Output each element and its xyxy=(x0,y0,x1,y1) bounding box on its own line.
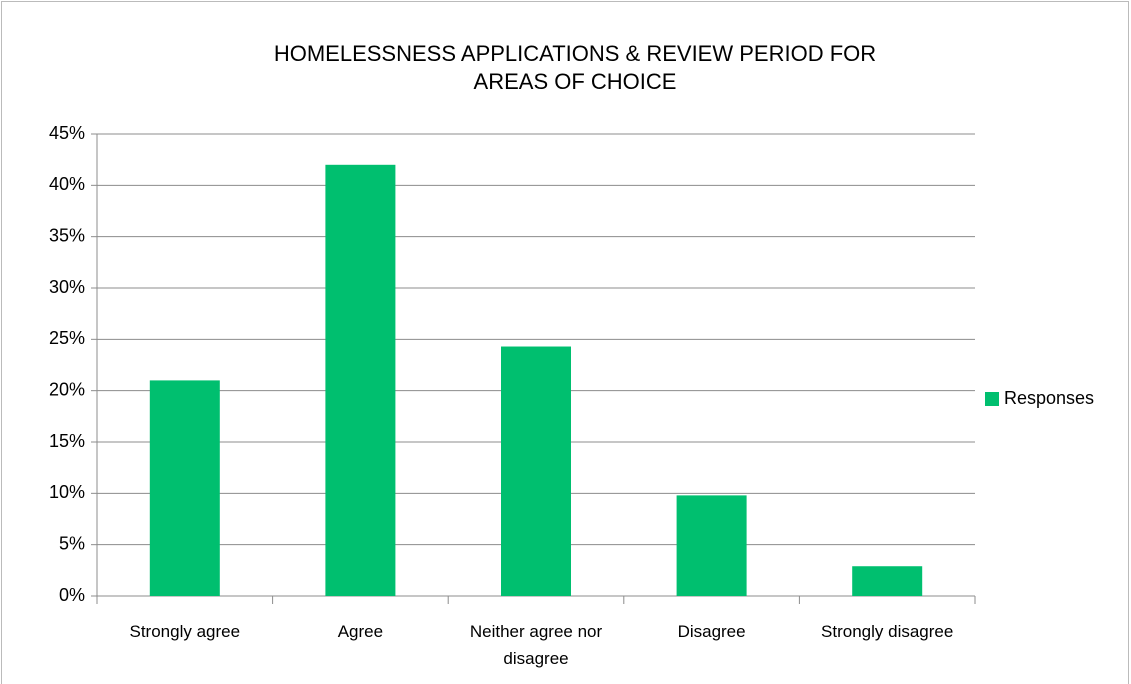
x-tick-label: Agree xyxy=(337,622,384,641)
bar xyxy=(149,380,220,596)
bar xyxy=(501,346,571,596)
y-tick-label: 5% xyxy=(59,533,85,553)
legend-label: Responses xyxy=(1004,388,1094,408)
x-tick-label: Neither agree nor disagree xyxy=(469,622,603,668)
y-tick-label: 0% xyxy=(59,585,85,605)
legend-swatch xyxy=(985,392,999,406)
bar xyxy=(676,495,747,596)
y-tick-label: 20% xyxy=(49,379,85,399)
chart-title: HOMELESSNESS APPLICATIONS & REVIEW PERIO… xyxy=(273,41,877,94)
bar xyxy=(852,566,923,596)
x-tick-label: Strongly agree xyxy=(129,622,241,641)
x-tick-label: Disagree xyxy=(677,622,746,641)
y-tick-label: 40% xyxy=(49,174,85,194)
y-tick-label: 45% xyxy=(49,123,85,143)
x-tick-label: Strongly disagree xyxy=(821,622,954,641)
bar xyxy=(325,164,396,597)
y-tick-label: 15% xyxy=(49,431,85,451)
y-tick-label: 25% xyxy=(49,328,85,348)
y-tick-label: 30% xyxy=(49,277,85,297)
y-tick-label: 35% xyxy=(49,225,85,245)
y-tick-label: 10% xyxy=(49,482,85,502)
